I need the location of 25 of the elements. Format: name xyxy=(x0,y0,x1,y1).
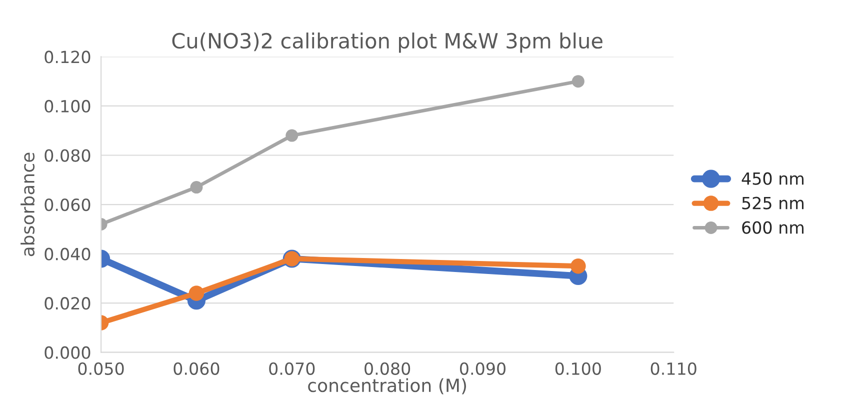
y-tick-label: 0.020 xyxy=(44,297,90,310)
y-tick-label: 0.000 xyxy=(44,346,90,359)
y-axis-title: absorbance xyxy=(20,152,35,256)
y-tick-label: 0.040 xyxy=(44,248,90,260)
point xyxy=(570,258,586,274)
y-tick-label: 0.080 xyxy=(44,149,90,162)
y-tick-label: 0.060 xyxy=(44,198,90,212)
point xyxy=(286,129,298,142)
x-tick-label: 0.060 xyxy=(174,362,220,375)
y-tick-label: 0.100 xyxy=(44,100,90,113)
x-tick-label: 0.110 xyxy=(650,362,696,375)
legend-label: 525 nm xyxy=(742,196,804,210)
x-tick-label: 0.050 xyxy=(78,362,124,375)
legend-label: 600 nm xyxy=(742,221,804,234)
point xyxy=(188,286,204,301)
y-tick-label: 0.120 xyxy=(44,50,90,64)
x-tick-label: 0.100 xyxy=(555,362,601,375)
x-tick-label: 0.090 xyxy=(460,362,506,375)
x-tick-label: 0.080 xyxy=(364,362,410,375)
point xyxy=(190,181,203,194)
point xyxy=(572,75,584,88)
x-axis-title: concentration (M) xyxy=(308,378,466,394)
x-tick-label: 0.070 xyxy=(269,362,315,375)
legend-label: 450 nm xyxy=(742,172,804,185)
chart-title: Cu(NO3)2 calibration plot M&W 3pm blue xyxy=(172,32,602,53)
